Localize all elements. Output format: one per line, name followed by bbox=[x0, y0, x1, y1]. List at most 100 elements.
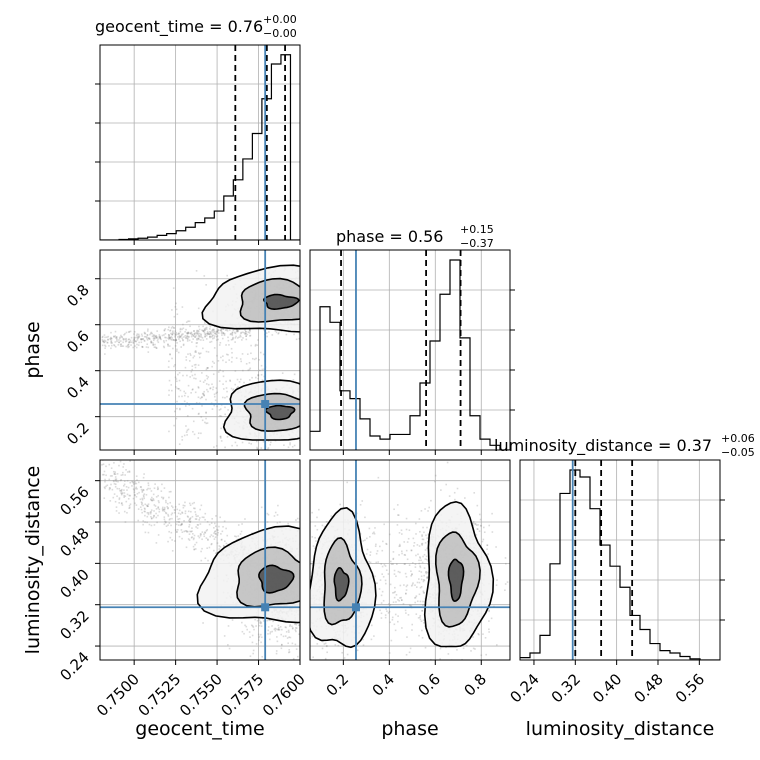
sample-point bbox=[312, 317, 314, 319]
sample-point bbox=[210, 333, 213, 335]
sample-point bbox=[302, 584, 304, 586]
sample-point bbox=[101, 463, 103, 466]
sample-point bbox=[192, 430, 194, 433]
sample-point bbox=[143, 473, 145, 475]
sample-point bbox=[213, 527, 215, 529]
sample-point bbox=[252, 649, 255, 652]
sample-point bbox=[302, 608, 304, 610]
sample-point bbox=[191, 333, 194, 336]
sample-point bbox=[301, 601, 303, 603]
sample-point bbox=[303, 448, 305, 450]
sample-point bbox=[141, 490, 144, 492]
sample-point bbox=[304, 428, 306, 430]
sample-point bbox=[224, 413, 227, 416]
sample-point bbox=[170, 524, 172, 527]
sample-point bbox=[181, 439, 184, 441]
sample-point bbox=[232, 388, 235, 390]
sample-point bbox=[156, 330, 158, 332]
sample-point bbox=[222, 388, 225, 390]
sample-point bbox=[178, 443, 181, 445]
sample-point bbox=[314, 404, 316, 406]
sample-point bbox=[156, 488, 159, 491]
sample-point bbox=[172, 326, 175, 329]
sample-point bbox=[102, 340, 104, 342]
sample-point bbox=[201, 538, 203, 541]
sample-point bbox=[163, 329, 166, 331]
sample-point bbox=[301, 397, 303, 399]
panel-luminosity_distance-vs-geocent_time bbox=[95, 459, 306, 665]
sample-point bbox=[303, 295, 305, 297]
sample-point bbox=[258, 369, 261, 372]
sample-point bbox=[210, 534, 213, 536]
sample-point bbox=[152, 344, 155, 346]
sample-point bbox=[303, 590, 305, 592]
sample-point bbox=[257, 374, 260, 377]
sample-point bbox=[161, 508, 164, 510]
sample-point bbox=[148, 338, 151, 341]
sample-point bbox=[165, 336, 167, 339]
sample-point bbox=[332, 424, 334, 426]
sample-point bbox=[205, 412, 207, 414]
sample-point bbox=[168, 360, 170, 363]
sample-point bbox=[240, 530, 243, 533]
title-luminosity-distance: luminosity_distance = 0.37 +0.06 −0.05 bbox=[494, 432, 755, 459]
sample-point bbox=[126, 471, 129, 473]
sample-point bbox=[225, 361, 227, 364]
sample-point bbox=[236, 329, 239, 331]
sample-point bbox=[136, 492, 139, 495]
sample-point bbox=[182, 344, 185, 347]
sample-point bbox=[185, 321, 188, 323]
sample-point bbox=[210, 336, 213, 338]
sample-point bbox=[304, 599, 306, 601]
sample-point bbox=[188, 525, 190, 528]
sample-point bbox=[302, 409, 304, 411]
sample-point bbox=[169, 353, 171, 356]
sample-point bbox=[133, 340, 136, 342]
sample-point bbox=[202, 330, 205, 332]
sample-point bbox=[267, 447, 270, 449]
sample-point bbox=[115, 506, 118, 508]
sample-point bbox=[194, 543, 196, 546]
sample-point bbox=[205, 368, 208, 371]
sample-point bbox=[304, 633, 306, 635]
sample-point bbox=[167, 343, 169, 346]
sample-point bbox=[195, 334, 197, 337]
sample-point bbox=[303, 292, 305, 294]
sample-point bbox=[127, 343, 130, 346]
sample-point bbox=[202, 339, 205, 341]
sample-point bbox=[173, 410, 176, 413]
sample-point bbox=[141, 497, 144, 500]
sample-point bbox=[184, 335, 187, 337]
sample-point bbox=[191, 374, 194, 377]
sample-point bbox=[125, 345, 128, 348]
sample-point bbox=[262, 620, 265, 622]
sample-point bbox=[176, 342, 178, 344]
sample-point bbox=[114, 330, 117, 333]
sample-point bbox=[176, 348, 178, 351]
sample-point bbox=[196, 527, 199, 529]
sample-point bbox=[232, 329, 235, 332]
sample-point bbox=[248, 631, 251, 633]
sample-point bbox=[261, 379, 264, 382]
sample-point bbox=[140, 341, 143, 344]
sample-point bbox=[158, 508, 161, 511]
sample-point bbox=[142, 520, 145, 522]
sample-point bbox=[151, 496, 153, 499]
sample-point bbox=[150, 517, 153, 520]
sample-point bbox=[192, 545, 195, 548]
sample-point bbox=[303, 396, 305, 398]
sample-point bbox=[201, 329, 203, 332]
sample-point bbox=[153, 524, 156, 526]
sample-point bbox=[182, 504, 185, 507]
sample-point bbox=[314, 295, 316, 297]
sample-point bbox=[326, 319, 328, 321]
sample-point bbox=[184, 366, 187, 369]
sample-point bbox=[235, 535, 238, 538]
sample-point bbox=[239, 358, 242, 360]
sample-point bbox=[174, 540, 176, 542]
sample-point bbox=[165, 525, 168, 527]
sample-point bbox=[222, 328, 224, 330]
sample-point bbox=[155, 516, 158, 519]
sample-point bbox=[137, 336, 140, 339]
sample-point bbox=[303, 604, 305, 606]
